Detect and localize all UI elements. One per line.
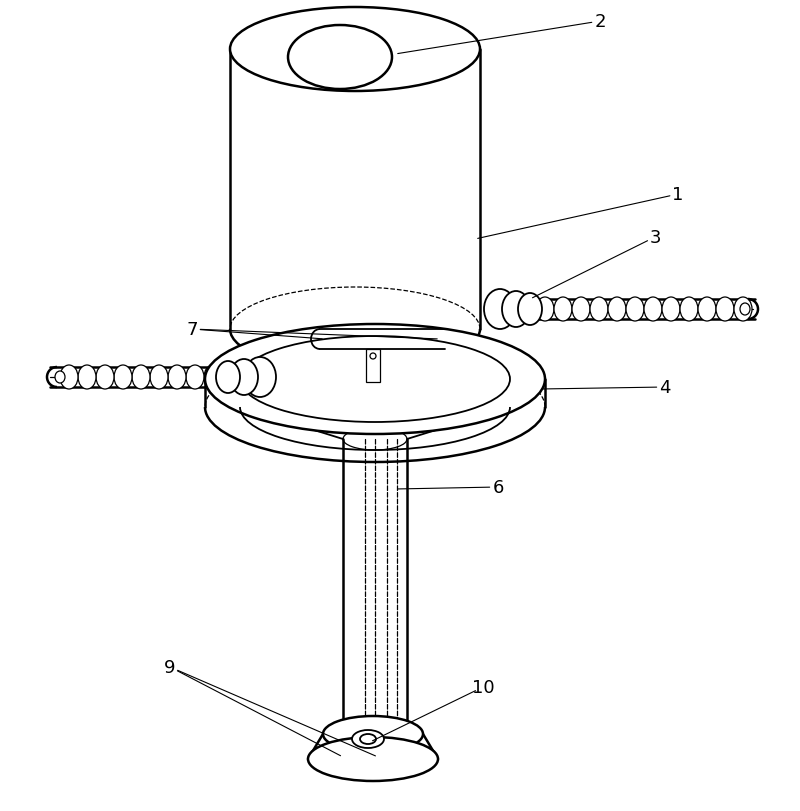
Ellipse shape bbox=[205, 324, 545, 435]
Ellipse shape bbox=[626, 298, 644, 322]
Ellipse shape bbox=[734, 298, 752, 322]
Ellipse shape bbox=[680, 298, 698, 322]
Ellipse shape bbox=[716, 298, 734, 322]
Ellipse shape bbox=[518, 294, 542, 325]
Ellipse shape bbox=[644, 298, 662, 322]
Polygon shape bbox=[366, 350, 380, 383]
Polygon shape bbox=[205, 380, 545, 407]
Polygon shape bbox=[230, 50, 480, 329]
Polygon shape bbox=[343, 440, 407, 734]
Ellipse shape bbox=[352, 730, 384, 748]
Ellipse shape bbox=[60, 366, 78, 389]
Ellipse shape bbox=[288, 26, 392, 90]
Ellipse shape bbox=[308, 737, 438, 781]
Text: 2: 2 bbox=[594, 13, 606, 31]
Text: 3: 3 bbox=[650, 229, 661, 247]
Text: 9: 9 bbox=[164, 659, 176, 676]
Text: 1: 1 bbox=[672, 186, 684, 204]
Ellipse shape bbox=[168, 366, 186, 389]
Ellipse shape bbox=[608, 298, 626, 322]
Text: 4: 4 bbox=[659, 379, 670, 397]
Ellipse shape bbox=[502, 292, 530, 328]
Ellipse shape bbox=[186, 366, 204, 389]
Ellipse shape bbox=[536, 298, 554, 322]
Ellipse shape bbox=[230, 359, 258, 396]
Ellipse shape bbox=[55, 371, 65, 384]
Text: 6: 6 bbox=[492, 478, 504, 496]
Ellipse shape bbox=[216, 362, 240, 393]
Ellipse shape bbox=[740, 303, 750, 315]
Ellipse shape bbox=[150, 366, 168, 389]
Ellipse shape bbox=[662, 298, 680, 322]
Ellipse shape bbox=[244, 358, 276, 397]
Ellipse shape bbox=[204, 366, 222, 389]
Polygon shape bbox=[490, 299, 755, 320]
Ellipse shape bbox=[114, 366, 132, 389]
Ellipse shape bbox=[572, 298, 590, 322]
Ellipse shape bbox=[554, 298, 572, 322]
Ellipse shape bbox=[78, 366, 96, 389]
Polygon shape bbox=[50, 367, 265, 388]
Ellipse shape bbox=[230, 8, 480, 92]
Ellipse shape bbox=[698, 298, 716, 322]
Ellipse shape bbox=[484, 290, 516, 329]
Ellipse shape bbox=[323, 716, 423, 752]
Ellipse shape bbox=[96, 366, 114, 389]
Ellipse shape bbox=[132, 366, 150, 389]
Text: 7: 7 bbox=[186, 320, 198, 338]
Text: 10: 10 bbox=[472, 678, 494, 696]
Ellipse shape bbox=[590, 298, 608, 322]
Ellipse shape bbox=[360, 734, 376, 744]
Ellipse shape bbox=[370, 354, 376, 359]
